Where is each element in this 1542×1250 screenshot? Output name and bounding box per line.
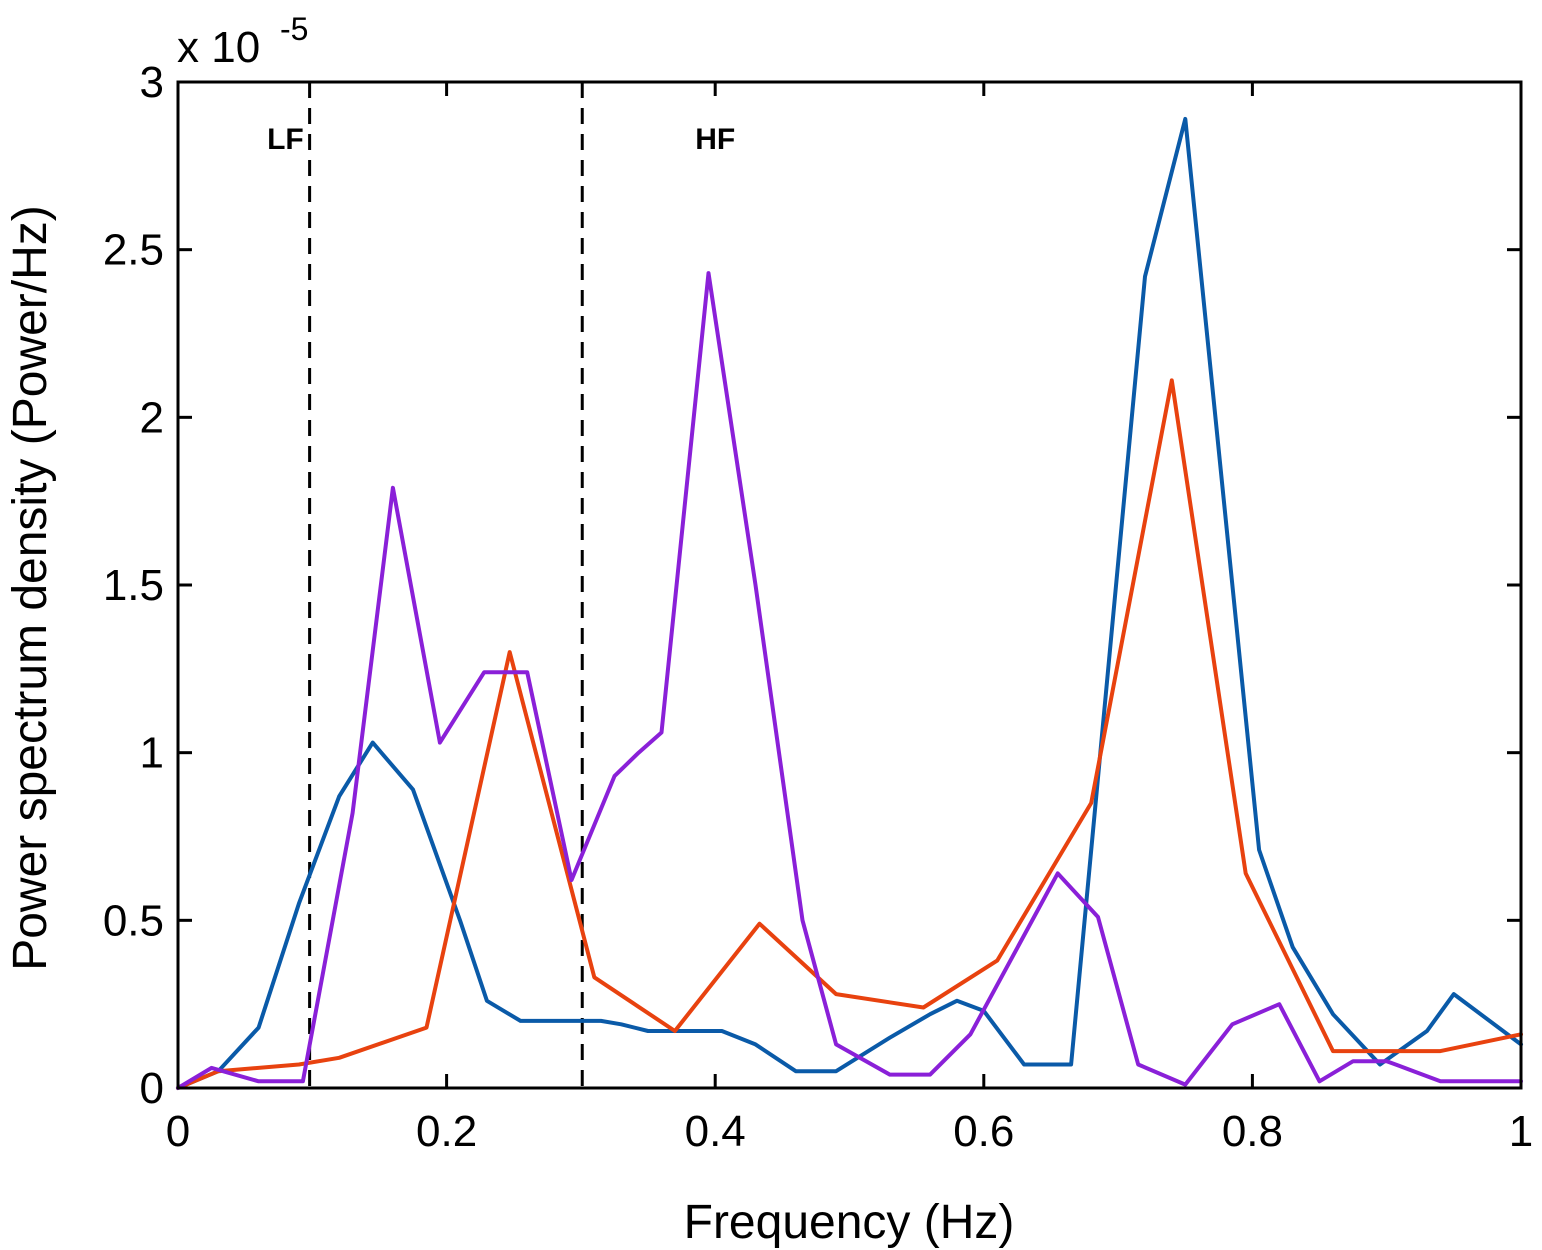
ticks-layer: 0 0.2 0.4 0.6 0.8 1 0 0.5 1 1.5 2 2.5 3 [103,58,1533,1156]
series-layer [176,116,1523,1090]
plot-frame [176,80,1523,1090]
x-tick-label: 0.8 [1222,1107,1283,1156]
y-tick-label: 2.5 [103,226,164,275]
y-tick-label: 3 [140,58,164,107]
y-tick-label: 1 [140,729,164,778]
x-axis-label: Frequency (Hz) [684,1196,1015,1249]
band-label-hf: HF [695,123,735,156]
x-tick-label: 0.4 [685,1107,746,1156]
band-labels: LF HF [267,123,735,156]
series-line-2 [176,378,1523,1090]
x-tick-label: 0.6 [953,1107,1014,1156]
y-tick-label: 1.5 [103,561,164,610]
y-tick-label: 2 [140,393,164,442]
y-multiplier-label: x 10 [177,23,260,72]
y-tick-label: 0.5 [103,896,164,945]
y-multiplier-exponent: -5 [280,11,308,47]
y-axis-label: Power spectrum density (Power/Hz) [4,205,57,971]
x-tick-label: 0 [166,1107,190,1156]
series-line-3 [176,271,1523,1090]
x-tick-label: 1 [1509,1107,1533,1156]
series-line-1 [176,116,1523,1090]
band-divider-lines [308,82,584,1088]
band-label-lf: LF [267,123,304,156]
x-tick-label: 0.2 [416,1107,477,1156]
y-tick-label: 0 [140,1064,164,1113]
